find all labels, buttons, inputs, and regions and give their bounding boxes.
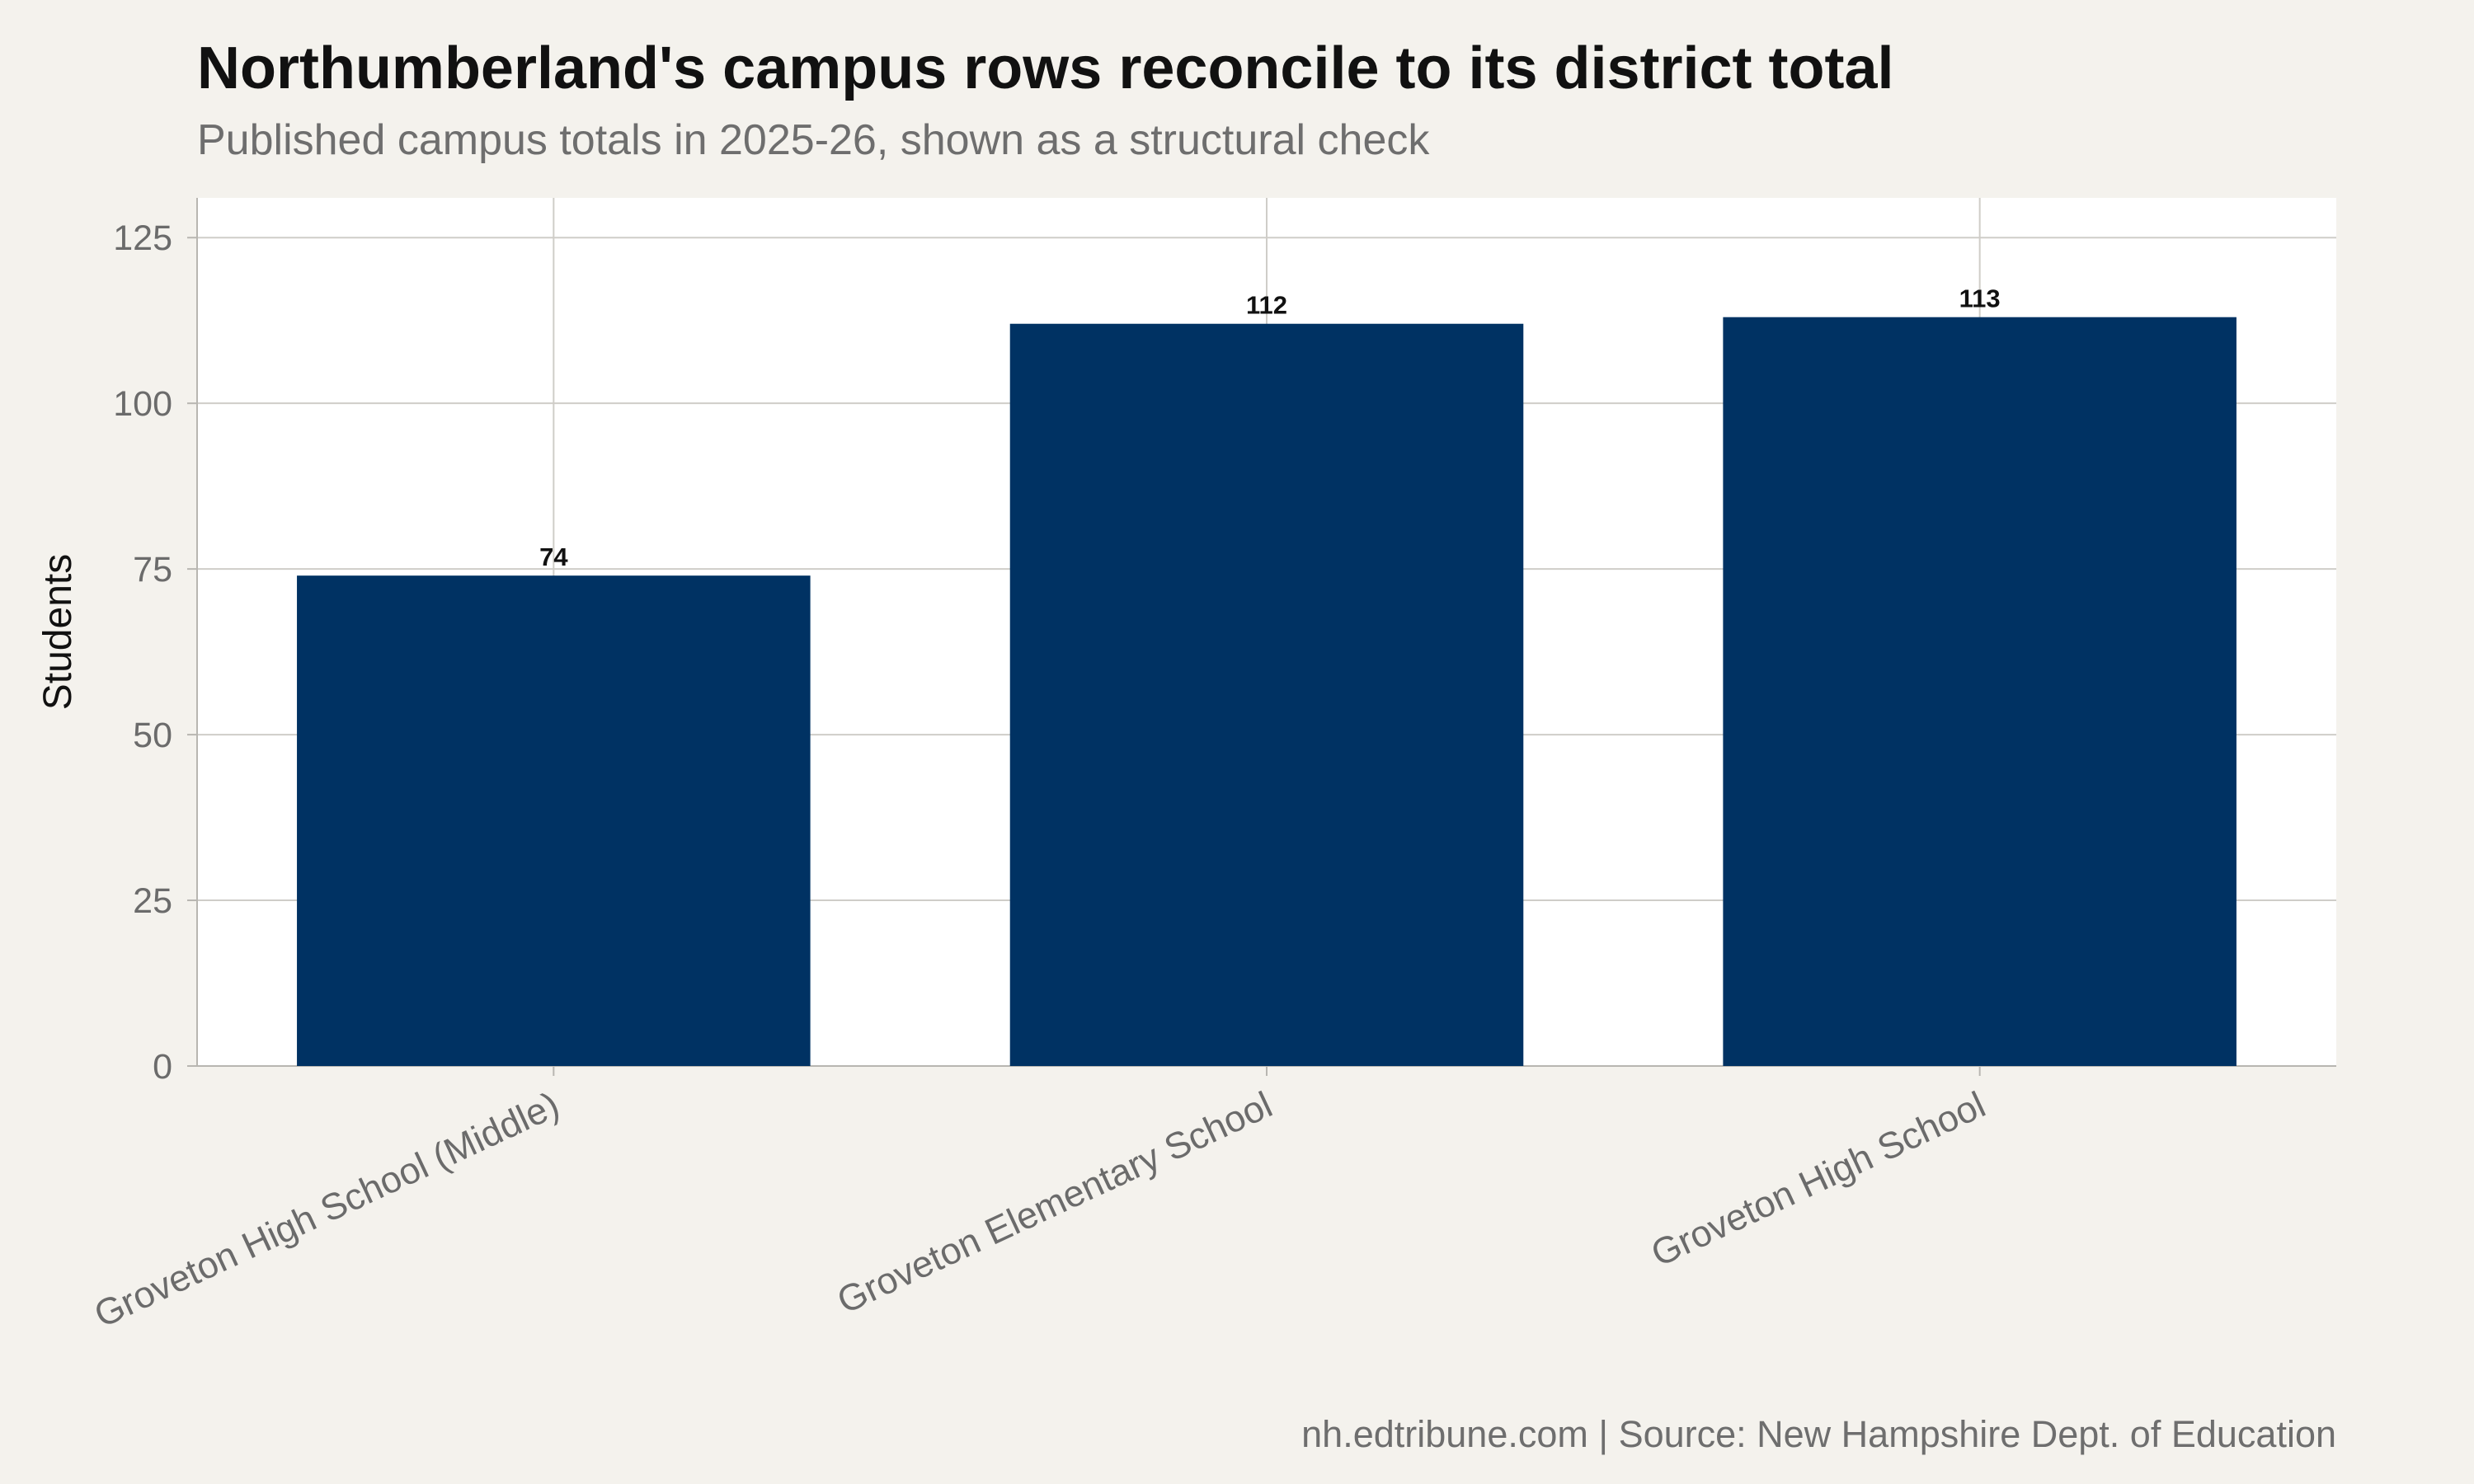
bar bbox=[1723, 317, 2236, 1066]
bar bbox=[1009, 323, 1524, 1066]
source-note: nh.edtribune.com | Source: New Hampshire… bbox=[1301, 1413, 2336, 1455]
bar-value-label: 74 bbox=[539, 542, 568, 571]
y-tick-label: 0 bbox=[153, 1047, 172, 1087]
bar-value-label: 112 bbox=[1246, 291, 1287, 320]
y-tick-label: 50 bbox=[133, 716, 172, 755]
y-axis-title: Students bbox=[36, 554, 80, 710]
y-tick-label: 25 bbox=[133, 881, 172, 921]
bars bbox=[297, 317, 2236, 1066]
x-tick-label: Groveton High School bbox=[1644, 1083, 1992, 1275]
y-tick-label: 75 bbox=[133, 550, 172, 589]
bar bbox=[297, 575, 811, 1066]
x-tick-label: Groveton Elementary School bbox=[830, 1083, 1278, 1322]
x-tick-label: Groveton High School (Middle) bbox=[87, 1083, 565, 1336]
y-tick-label: 125 bbox=[113, 218, 172, 258]
chart-subtitle: Published campus totals in 2025-26, show… bbox=[197, 116, 1430, 164]
bar-value-label: 113 bbox=[1959, 284, 2001, 313]
chart-title: Northumberland's campus rows reconcile t… bbox=[197, 35, 1894, 101]
y-tick-label: 100 bbox=[113, 384, 172, 424]
